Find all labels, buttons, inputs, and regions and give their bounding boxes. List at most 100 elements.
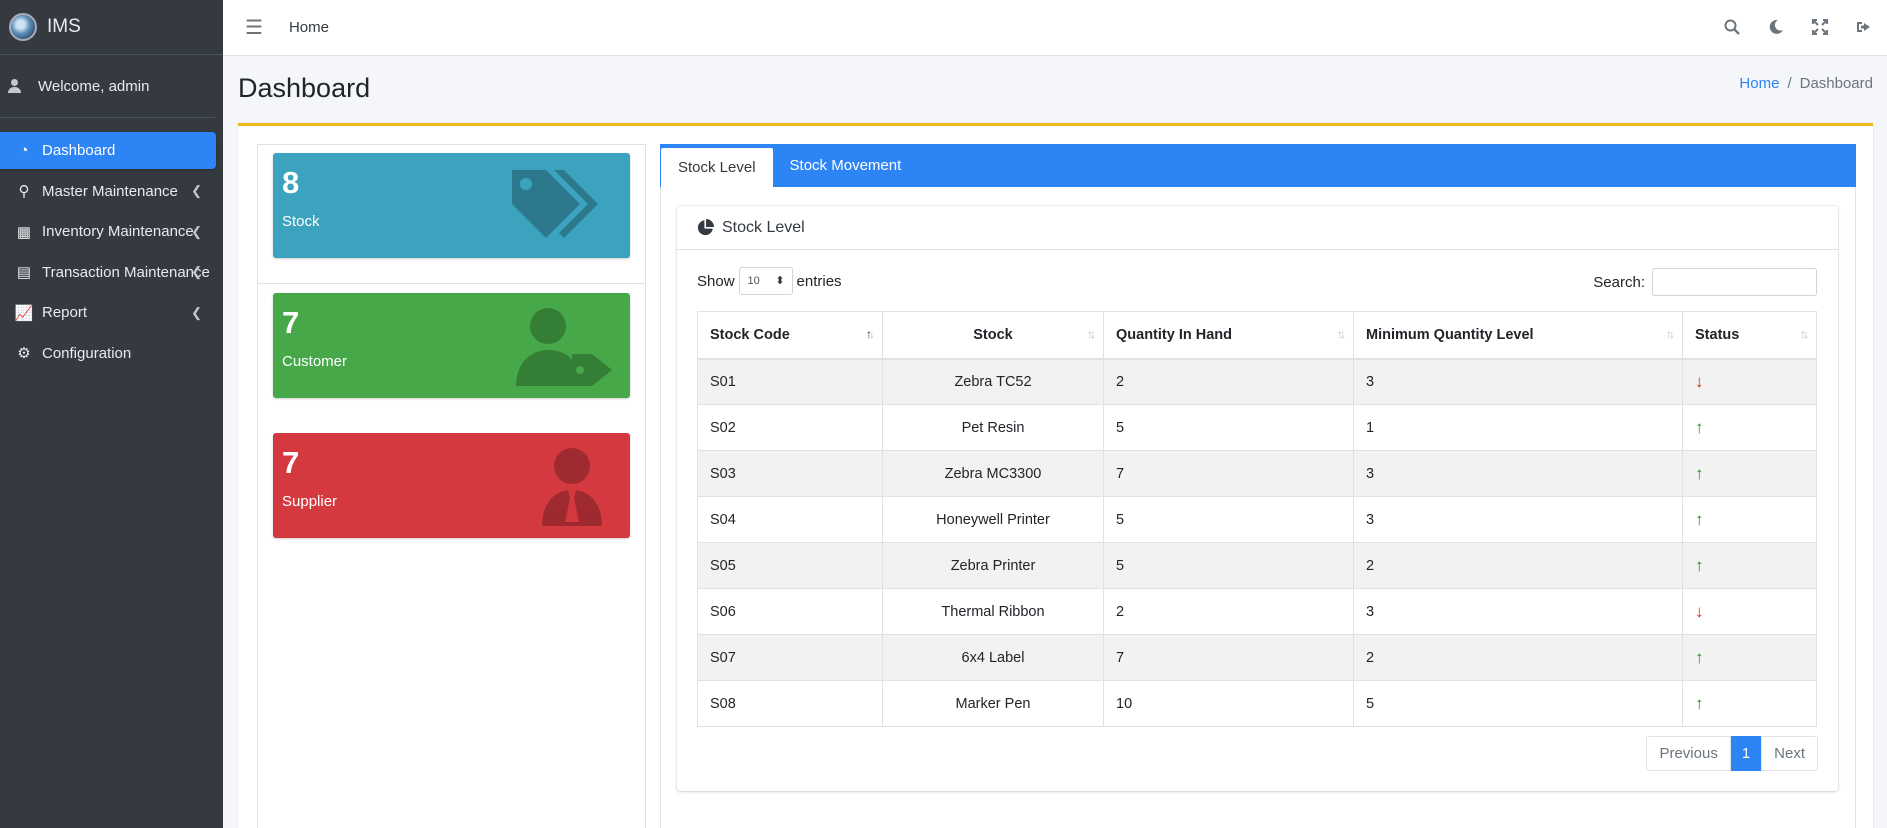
cell-qty: 2 [1103, 588, 1354, 635]
cell-code: S04 [697, 496, 883, 543]
sidebar-nav: ◔ Dashboard ⚲ Master Maintenance ❮ ▦ Inventory… [0, 118, 223, 372]
col-header-quantity-in-hand[interactable]: Quantity In Hand ↑↓ [1103, 311, 1354, 360]
pagination-previous-button[interactable]: Previous [1646, 736, 1731, 771]
col-header-stock[interactable]: Stock ↑↓ [882, 311, 1104, 360]
boxes-icon: ▦ [16, 223, 32, 241]
cell-min: 3 [1353, 588, 1683, 635]
user-tie-icon [542, 448, 602, 526]
sort-asc-icon: ↑↓ [866, 327, 875, 341]
sidebar-item-label: Transaction Maintenance [42, 263, 210, 281]
col-header-status[interactable]: Status ↑↓ [1682, 311, 1817, 360]
chevron-left-icon: ❮ [191, 223, 202, 239]
table-body: S01 Zebra TC52 2 3 ↓ S02 Pet Resin 5 1 ↑ S03 Zebra … [697, 358, 1817, 727]
cell-code: S06 [697, 588, 883, 635]
sidebar-item-configuration[interactable]: ⚙ Configuration [0, 335, 216, 372]
col-header-stock-code-label: Stock Code [710, 326, 790, 343]
stock-label: Stock [282, 213, 320, 230]
cell-stock: Marker Pen [882, 680, 1104, 727]
sidebar-item-report[interactable]: 📈 Report ❮ [0, 294, 216, 331]
arrow-up-icon: ↑ [1695, 693, 1704, 713]
cell-min: 5 [1353, 680, 1683, 727]
arrow-up-icon: ↑ [1695, 463, 1704, 483]
cell-min: 2 [1353, 634, 1683, 681]
cell-status: ↑ [1682, 496, 1817, 543]
cell-code: S08 [697, 680, 883, 727]
sidebar-item-label: Master Maintenance [42, 182, 178, 200]
sidebar: IMS Welcome, admin ◔ Dashboard ⚲ Master Mai… [0, 0, 223, 828]
table-row: S03 Zebra MC3300 7 3 ↑ [697, 450, 1817, 497]
entries-select-value: 10 [747, 275, 760, 287]
stock-info-box[interactable]: 8 Stock [273, 153, 630, 258]
dark-mode-moon-icon[interactable] [1765, 16, 1787, 38]
sort-icon: ↑↓ [1337, 327, 1346, 341]
sort-icon: ↑↓ [1800, 327, 1809, 341]
col-header-stock-label: Stock [973, 326, 1013, 343]
cell-status: ↓ [1682, 358, 1817, 405]
paperclip-icon: ⚲ [18, 183, 30, 200]
chevron-left-icon: ❮ [191, 304, 202, 320]
cell-code: S02 [697, 404, 883, 451]
cell-min: 1 [1353, 404, 1683, 451]
table-header-row: Stock Code ↑↓ Stock ↑↓ Quantity In Hand ↑↓ … [697, 311, 1817, 360]
welcome-text: Welcome, admin [38, 77, 150, 95]
customer-info-box[interactable]: 7 Customer [273, 293, 630, 398]
tags-icon [512, 170, 598, 238]
chevron-left-icon: ❮ [191, 264, 202, 279]
sidebar-item-inventory-maintenance[interactable]: ▦ Inventory Maintenance ❮ [0, 213, 216, 250]
top-navbar: ☰ Home [223, 0, 1887, 56]
user-icon [8, 79, 22, 93]
cell-stock: Zebra Printer [882, 542, 1104, 589]
entries-select[interactable]: 10 [738, 267, 793, 295]
cell-min: 3 [1353, 450, 1683, 497]
cell-stock: Zebra TC52 [882, 358, 1104, 405]
arrow-up-icon: ↑ [1695, 509, 1704, 529]
brand-link[interactable]: IMS [0, 0, 223, 55]
tab-stock-level[interactable]: Stock Level [661, 148, 773, 187]
tab-bar: Stock Level Stock Movement [660, 144, 1856, 187]
cell-status: ↑ [1682, 450, 1817, 497]
table-row: S07 6x4 Label 7 2 ↑ [697, 634, 1817, 681]
sidebar-item-transaction-maintenance[interactable]: ▤ Transaction Maintenance ❮ [0, 254, 216, 291]
sort-icon: ↑↓ [1087, 327, 1096, 341]
supplier-info-box[interactable]: 7 Supplier [273, 433, 630, 538]
tab-stock-movement[interactable]: Stock Movement [789, 157, 902, 174]
sidebar-item-dashboard[interactable]: ◔ Dashboard [0, 132, 216, 169]
breadcrumb-current: Dashboard [1799, 75, 1873, 92]
sidebar-item-label: Dashboard [42, 142, 116, 159]
tachometer-icon: ◔ [19, 142, 29, 159]
cell-min: 3 [1353, 496, 1683, 543]
breadcrumb: Home / Dashboard [1739, 75, 1873, 92]
arrow-down-icon: ↓ [1695, 601, 1704, 621]
cell-status: ↓ [1682, 588, 1817, 635]
cell-stock: Honeywell Printer [882, 496, 1104, 543]
cell-qty: 7 [1103, 450, 1354, 497]
user-panel: Welcome, admin [0, 55, 215, 118]
fullscreen-icon[interactable] [1809, 16, 1831, 38]
search-icon[interactable] [1721, 16, 1743, 38]
breadcrumb-home-link[interactable]: Home [1739, 75, 1780, 92]
breadcrumb-separator: / [1787, 75, 1792, 92]
table-row: S06 Thermal Ribbon 2 3 ↓ [697, 588, 1817, 635]
stock-level-panel-header: Stock Level [677, 206, 1838, 250]
pagination-page-1-button[interactable]: 1 [1730, 736, 1762, 771]
arrow-up-icon: ↑ [1695, 417, 1704, 437]
pagination-next-button[interactable]: Next [1761, 736, 1818, 771]
menu-toggle-icon[interactable]: ☰ [245, 17, 263, 39]
supplier-count: 7 [282, 445, 300, 480]
sidebar-item-master-maintenance[interactable]: ⚲ Master Maintenance ❮ [0, 173, 216, 210]
customer-count: 7 [282, 305, 300, 340]
col-header-minimum-quantity-level[interactable]: Minimum Quantity Level ↑↓ [1353, 311, 1683, 360]
cell-qty: 5 [1103, 404, 1354, 451]
logout-icon[interactable] [1853, 16, 1875, 38]
cell-status: ↑ [1682, 634, 1817, 681]
cell-stock: Thermal Ribbon [882, 588, 1104, 635]
col-header-stock-code[interactable]: Stock Code ↑↓ [697, 311, 883, 360]
arrow-down-icon: ↓ [1695, 371, 1704, 391]
chart-pie-icon [697, 219, 714, 236]
search-input[interactable] [1652, 268, 1817, 296]
cell-qty: 5 [1103, 542, 1354, 589]
page-title: Dashboard [238, 73, 371, 103]
dolly-icon: ▤ [16, 264, 32, 281]
top-home-link[interactable]: Home [288, 19, 329, 36]
cell-qty: 5 [1103, 496, 1354, 543]
